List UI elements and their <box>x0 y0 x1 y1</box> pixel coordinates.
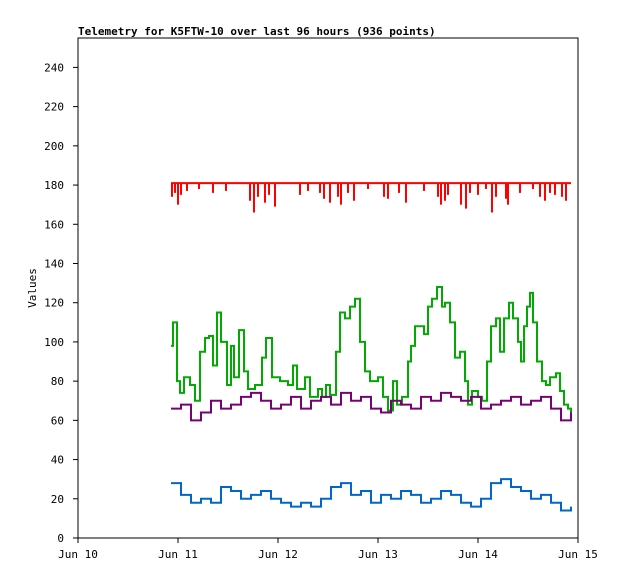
series-purple-line <box>171 391 572 422</box>
y-axis-label: Values <box>26 268 39 308</box>
y-tick-label: 20 <box>51 493 64 506</box>
y-tick-label: 0 <box>57 532 64 545</box>
series-green-line <box>171 286 572 417</box>
y-tick-label: 140 <box>44 257 64 270</box>
y-tick-label: 80 <box>51 375 64 388</box>
y-tick-label: 220 <box>44 101 64 114</box>
y-tick-label: 160 <box>44 218 64 231</box>
series-red <box>171 182 571 213</box>
plot-frame <box>77 37 579 539</box>
y-tick-label: 200 <box>44 140 64 153</box>
y-tick-label: 240 <box>44 61 64 74</box>
x-tick-label: Jun 11 <box>158 548 198 561</box>
y-tick-label: 180 <box>44 179 64 192</box>
x-tick-label: Jun 13 <box>358 548 398 561</box>
x-tick-label: Jun 15 <box>558 548 598 561</box>
y-tick-label: 120 <box>44 297 64 310</box>
x-tick-label: Jun 10 <box>58 548 98 561</box>
x-tick-label: Jun 12 <box>258 548 298 561</box>
x-tick-label: Jun 14 <box>458 548 498 561</box>
series-blue-line <box>171 478 572 512</box>
chart-title: Telemetry for K5FTW-10 over last 96 hour… <box>78 25 436 38</box>
y-tick-label: 60 <box>51 414 64 427</box>
y-tick-label: 40 <box>51 454 64 467</box>
y-tick-label: 100 <box>44 336 64 349</box>
